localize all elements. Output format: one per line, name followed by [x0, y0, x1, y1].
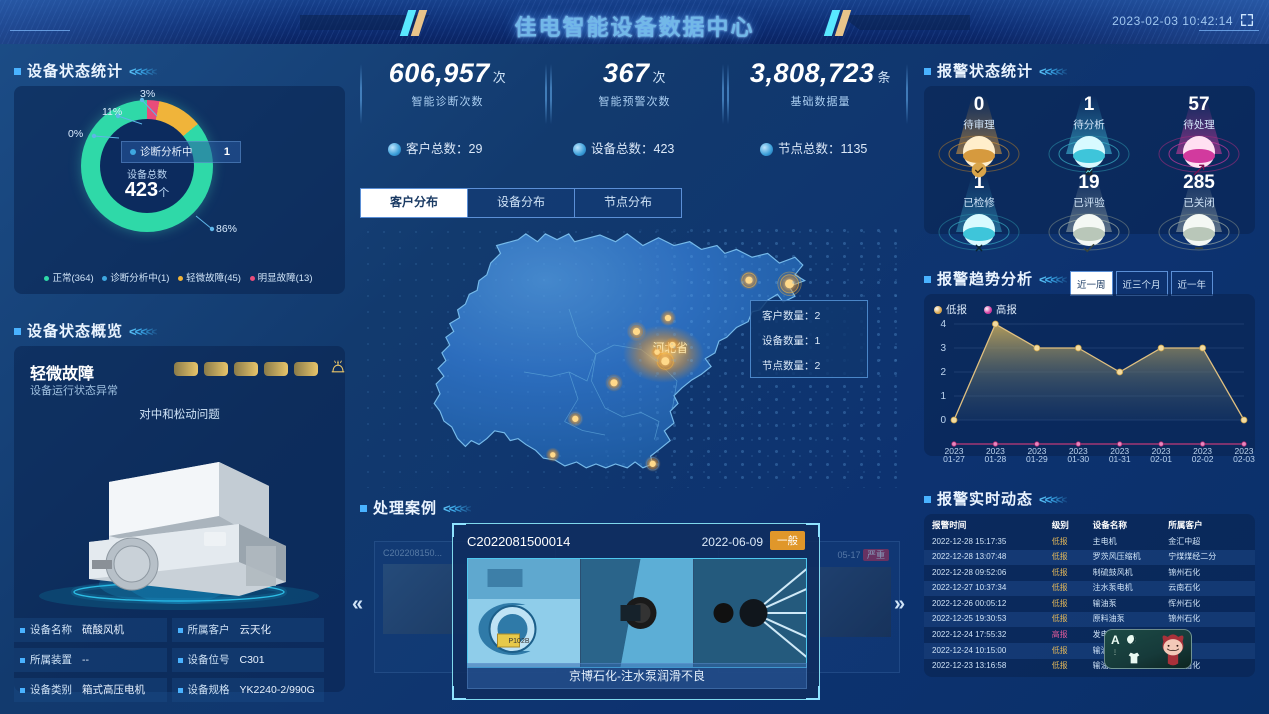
- svg-text:0: 0: [940, 415, 946, 426]
- svg-text:02-01: 02-01: [1150, 454, 1172, 462]
- svg-text:2: 2: [940, 367, 946, 378]
- svg-text:1: 1: [940, 391, 946, 402]
- svg-text:01-31: 01-31: [1109, 454, 1131, 462]
- svg-text:01-30: 01-30: [1067, 454, 1089, 462]
- svg-text:02-03: 02-03: [1233, 454, 1255, 462]
- svg-text:02-02: 02-02: [1192, 454, 1214, 462]
- svg-text:P102B: P102B: [509, 638, 530, 645]
- svg-text:01-29: 01-29: [1026, 454, 1048, 462]
- svg-text:01-27: 01-27: [943, 454, 965, 462]
- svg-text:3: 3: [940, 343, 946, 354]
- svg-text:4: 4: [940, 319, 946, 330]
- svg-text:01-28: 01-28: [985, 454, 1007, 462]
